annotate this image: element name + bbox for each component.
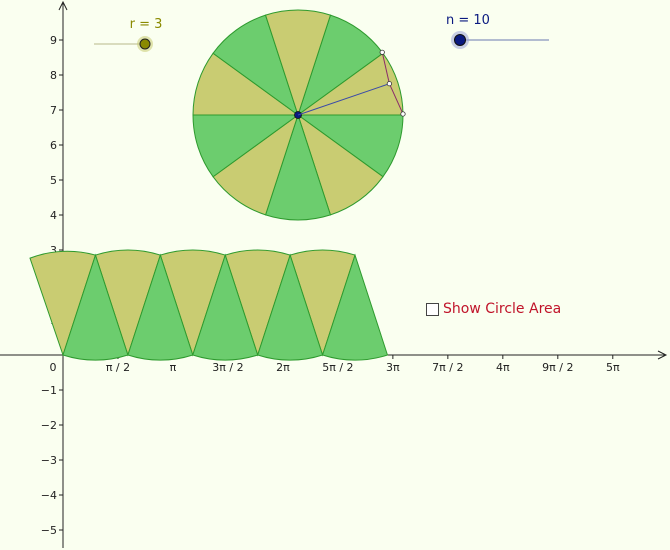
chord-line (388, 83, 404, 115)
show-circle-area-checkbox[interactable] (426, 302, 439, 316)
y-tick-label: −5 (41, 524, 57, 537)
chord-line (381, 52, 390, 84)
arc-point[interactable] (400, 111, 406, 117)
x-tick-label: 7π / 2 (432, 361, 463, 374)
circle-sector (264, 9, 332, 117)
y-tick-label: −2 (41, 419, 57, 432)
x-tick-label: 5π (606, 361, 620, 374)
show-circle-area-label: Show Circle Area (443, 301, 562, 317)
y-tick-label: −3 (41, 454, 57, 467)
x-tick-label: 9π / 2 (542, 361, 573, 374)
x-tick-label: 3π (386, 361, 400, 374)
y-tick-label: 9 (50, 34, 57, 47)
x-tick-label: 0 (50, 361, 57, 374)
slider-n-handle[interactable] (454, 34, 466, 46)
y-tick-label: −1 (41, 384, 57, 397)
sector-guides (297, 49, 406, 117)
unrolled-sectors (29, 249, 389, 361)
sector-circle (192, 9, 404, 221)
strip-sector-up (321, 253, 389, 361)
x-tick-label: π (170, 361, 177, 374)
y-tick-label: 7 (50, 104, 57, 117)
slider-r-label: r = 3 (130, 17, 163, 32)
x-tick-label: 4π (496, 361, 510, 374)
x-tick-label: 2π (276, 361, 290, 374)
slider-n[interactable]: n = 10 (446, 13, 549, 49)
radius-line (297, 83, 390, 116)
slider-r-handle[interactable] (139, 38, 151, 50)
x-tick-label: 3π / 2 (212, 361, 243, 374)
slider-r[interactable]: r = 3 (94, 17, 162, 52)
arc-point[interactable] (379, 49, 385, 55)
x-axis-arrow-icon (657, 350, 668, 360)
y-tick-label: 6 (50, 139, 57, 152)
y-tick-label: −4 (41, 489, 57, 502)
y-axis-arrow-icon (58, 0, 68, 11)
y-tick-label: 3 (50, 244, 57, 257)
x-tick-label: 5π / 2 (322, 361, 353, 374)
show-circle-area-toggle[interactable]: Show Circle Area (426, 301, 561, 317)
slider-n-label: n = 10 (446, 13, 490, 28)
y-tick-label: 5 (50, 174, 57, 187)
y-tick-label: 4 (50, 209, 57, 222)
y-tick-label: 8 (50, 69, 57, 82)
arc-point[interactable] (386, 81, 392, 87)
x-tick-label: π / 2 (106, 361, 130, 374)
